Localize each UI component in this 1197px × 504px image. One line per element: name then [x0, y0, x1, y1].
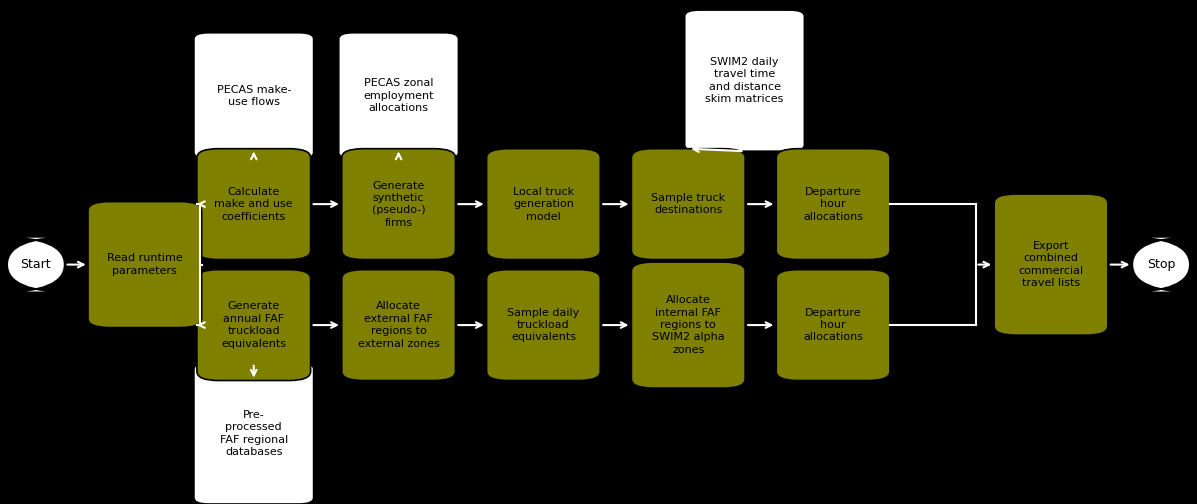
Text: Pre-
processed
FAF regional
databases: Pre- processed FAF regional databases — [219, 410, 288, 457]
Text: Sample truck
destinations: Sample truck destinations — [651, 193, 725, 215]
FancyBboxPatch shape — [194, 33, 314, 159]
FancyBboxPatch shape — [0, 237, 73, 292]
Text: Stop: Stop — [1147, 258, 1175, 271]
FancyBboxPatch shape — [632, 149, 745, 260]
Text: SWIM2 daily
travel time
and distance
skim matrices: SWIM2 daily travel time and distance ski… — [705, 57, 784, 104]
Text: Generate
annual FAF
truckload
equivalents: Generate annual FAF truckload equivalent… — [221, 301, 286, 349]
Text: Calculate
make and use
coefficients: Calculate make and use coefficients — [214, 186, 293, 222]
Text: PECAS zonal
employment
allocations: PECAS zonal employment allocations — [364, 78, 433, 113]
Text: Start: Start — [20, 258, 51, 271]
Text: Sample daily
truckload
equivalents: Sample daily truckload equivalents — [508, 307, 579, 343]
FancyBboxPatch shape — [994, 194, 1107, 335]
FancyBboxPatch shape — [339, 33, 458, 159]
Text: Export
combined
commercial
travel lists: Export combined commercial travel lists — [1019, 241, 1083, 288]
Text: PECAS make-
use flows: PECAS make- use flows — [217, 85, 291, 107]
FancyBboxPatch shape — [342, 149, 456, 260]
Text: Departure
hour
allocations: Departure hour allocations — [803, 307, 863, 343]
Text: Local truck
generation
model: Local truck generation model — [512, 186, 575, 222]
FancyBboxPatch shape — [196, 149, 310, 260]
Text: Allocate
internal FAF
regions to
SWIM2 alpha
zones: Allocate internal FAF regions to SWIM2 a… — [652, 295, 724, 355]
Text: Generate
synthetic
(pseudo-)
firms: Generate synthetic (pseudo-) firms — [372, 180, 425, 228]
FancyBboxPatch shape — [632, 262, 745, 388]
FancyBboxPatch shape — [486, 270, 601, 381]
Text: Read runtime
parameters: Read runtime parameters — [107, 254, 183, 276]
FancyBboxPatch shape — [776, 149, 889, 260]
FancyBboxPatch shape — [685, 10, 804, 151]
FancyBboxPatch shape — [1124, 237, 1197, 292]
FancyBboxPatch shape — [89, 202, 201, 328]
FancyBboxPatch shape — [776, 270, 889, 381]
Text: Allocate
external FAF
regions to
external zones: Allocate external FAF regions to externa… — [358, 301, 439, 349]
FancyBboxPatch shape — [196, 270, 310, 381]
FancyBboxPatch shape — [194, 363, 314, 504]
Text: Departure
hour
allocations: Departure hour allocations — [803, 186, 863, 222]
FancyBboxPatch shape — [486, 149, 601, 260]
FancyBboxPatch shape — [342, 270, 456, 381]
